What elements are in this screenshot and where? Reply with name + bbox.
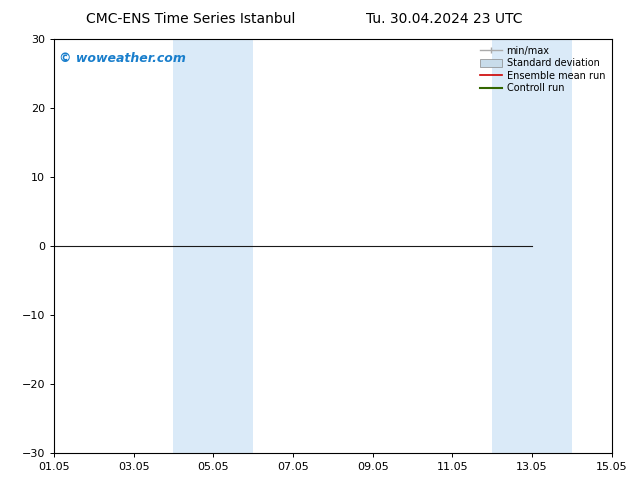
Legend: min/max, Standard deviation, Ensemble mean run, Controll run: min/max, Standard deviation, Ensemble me… — [478, 44, 607, 95]
Bar — [492, 39, 572, 453]
Text: CMC-ENS Time Series Istanbul: CMC-ENS Time Series Istanbul — [86, 12, 295, 26]
Bar — [174, 39, 253, 453]
Text: © woweather.com: © woweather.com — [60, 51, 186, 65]
Text: Tu. 30.04.2024 23 UTC: Tu. 30.04.2024 23 UTC — [366, 12, 522, 26]
